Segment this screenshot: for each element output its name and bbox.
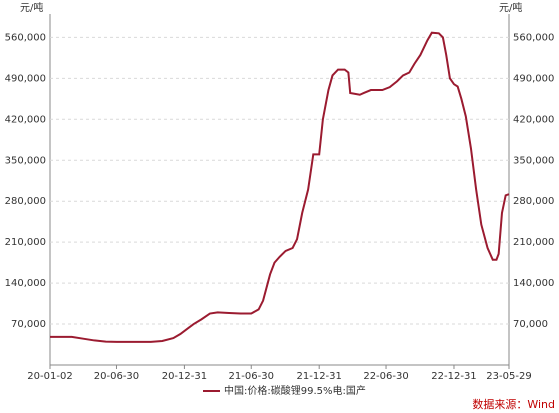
- y2-unit-label: 元/吨: [499, 1, 522, 14]
- y-tick-label: 210,000: [5, 237, 46, 248]
- y-tick-label: 280,000: [5, 196, 46, 207]
- x-tick-label: 20-12-31: [162, 371, 207, 382]
- x-tick-label: 20-01-02: [27, 371, 72, 382]
- y2-tick-label: 350,000: [513, 155, 554, 166]
- y-unit-label: 元/吨: [20, 1, 43, 14]
- y2-tick-label: 420,000: [513, 114, 554, 125]
- y-tick-label: 140,000: [5, 278, 46, 289]
- y-tick-label: 490,000: [5, 73, 46, 84]
- y-tick-label: 560,000: [5, 32, 46, 43]
- x-tick-label: 22-06-30: [363, 371, 408, 382]
- x-tick-label: 20-06-30: [94, 371, 139, 382]
- x-tick-label: 23-05-29: [486, 371, 531, 382]
- legend-label: 中国:价格:碳酸锂99.5%电:国产: [224, 384, 366, 397]
- source-note: 数据来源：Wind: [472, 397, 555, 411]
- data-line: [50, 31, 510, 343]
- y2-tick-label: 280,000: [513, 196, 554, 207]
- y2-tick-label: 560,000: [513, 32, 554, 43]
- x-tick-label: 21-06-30: [229, 371, 274, 382]
- y-tick-label: 70,000: [11, 319, 46, 330]
- x-tick-label: 21-12-31: [297, 371, 342, 382]
- y2-tick-label: 490,000: [513, 73, 554, 84]
- y-tick-label: 350,000: [5, 155, 46, 166]
- x-tick-label: 22-12-31: [431, 371, 476, 382]
- y2-tick-label: 210,000: [513, 237, 554, 248]
- y2-tick-label: 140,000: [513, 278, 554, 289]
- y2-tick-label: 70,000: [513, 319, 548, 330]
- y-tick-label: 420,000: [5, 114, 46, 125]
